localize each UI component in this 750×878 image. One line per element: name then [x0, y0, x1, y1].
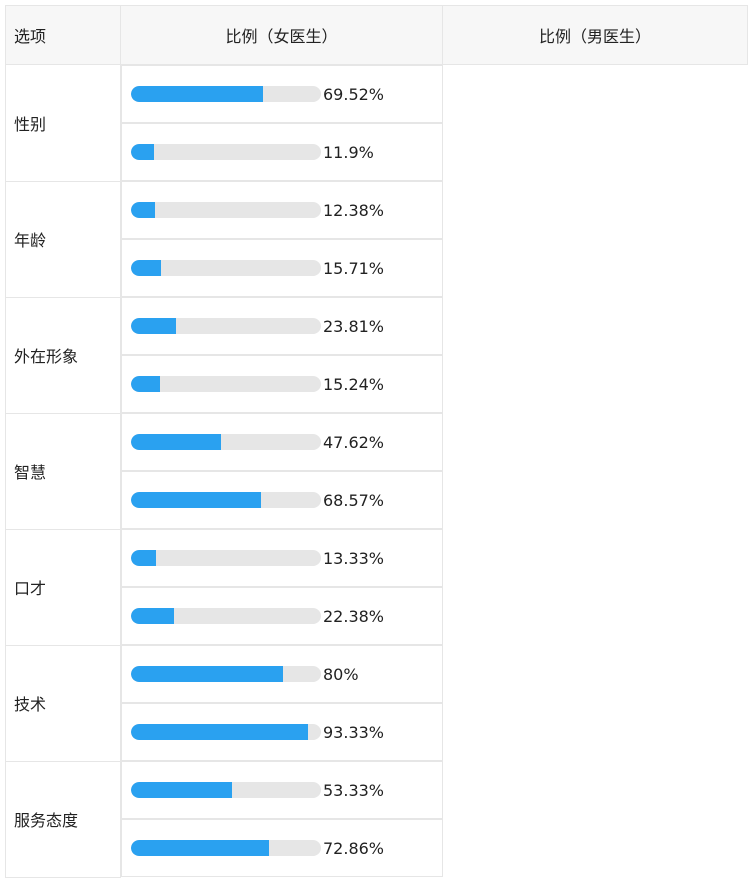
bar-value-label: 93.33% — [323, 722, 385, 742]
header-row: 选项 比例（女医生） 比例（男医生） — [5, 5, 748, 65]
male-cell: 68.57% — [121, 471, 443, 529]
female-cell: 53.33% — [121, 761, 443, 819]
bar-value-label: 72.86% — [323, 838, 385, 858]
header-female: 比例（女医生） — [120, 5, 443, 65]
bar-track — [131, 550, 321, 566]
bar-track — [131, 202, 321, 218]
row-label: 性别 — [5, 64, 121, 182]
male-cell: 15.24% — [121, 355, 443, 413]
female-cell: 69.52% — [121, 65, 443, 123]
bar-value-label: 11.9% — [323, 142, 374, 162]
bar-value-label: 22.38% — [323, 606, 385, 626]
male-cell: 72.86% — [121, 819, 443, 877]
bar-value-label: 47.62% — [323, 432, 385, 452]
row-label: 口才 — [5, 528, 121, 646]
table-body: 性别 69.52% 11.9% 年龄 12.38% 15.71% 外在形象 23.81% 15.… — [5, 64, 748, 878]
bar-track — [131, 434, 321, 450]
bar-track — [131, 724, 321, 740]
row-label: 服务态度 — [5, 760, 121, 878]
bar-fill — [131, 86, 263, 102]
bar-track — [131, 782, 321, 798]
bar-fill — [131, 724, 308, 740]
doctor-preference-table: 选项 比例（女医生） 比例（男医生） 性别 69.52% 11.9% 年龄 12.38%… — [5, 5, 748, 878]
row-label: 智慧 — [5, 412, 121, 530]
bar-value-label: 15.24% — [323, 374, 385, 394]
male-cell: 22.38% — [121, 587, 443, 645]
bar-value-label: 68.57% — [323, 490, 385, 510]
bar-value-label: 13.33% — [323, 548, 385, 568]
row-label: 年龄 — [5, 180, 121, 298]
bar-track — [131, 144, 321, 160]
table-row: 技术 80% 93.33% — [5, 644, 748, 762]
table-row: 服务态度 53.33% 72.86% — [5, 760, 748, 878]
table-row: 口才 13.33% 22.38% — [5, 528, 748, 646]
bar-value-label: 53.33% — [323, 780, 385, 800]
table-row: 性别 69.52% 11.9% — [5, 64, 748, 182]
bar-value-label: 80% — [323, 664, 359, 684]
bar-track — [131, 608, 321, 624]
bar-fill — [131, 550, 156, 566]
bar-track — [131, 666, 321, 682]
bar-value-label: 23.81% — [323, 316, 385, 336]
bar-fill — [131, 666, 283, 682]
bar-track — [131, 260, 321, 276]
female-cell: 80% — [121, 645, 443, 703]
female-cell: 47.62% — [121, 413, 443, 471]
male-cell: 15.71% — [121, 239, 443, 297]
male-cell: 11.9% — [121, 123, 443, 181]
bar-fill — [131, 144, 154, 160]
bar-fill — [131, 434, 221, 450]
bar-value-label: 69.52% — [323, 84, 385, 104]
bar-fill — [131, 608, 174, 624]
row-label: 外在形象 — [5, 296, 121, 414]
table-row: 外在形象 23.81% 15.24% — [5, 296, 748, 414]
bar-value-label: 12.38% — [323, 200, 385, 220]
bar-fill — [131, 492, 261, 508]
female-cell: 12.38% — [121, 181, 443, 239]
bar-fill — [131, 260, 161, 276]
table-row: 智慧 47.62% 68.57% — [5, 412, 748, 530]
bar-fill — [131, 840, 269, 856]
bar-track — [131, 376, 321, 392]
female-cell: 13.33% — [121, 529, 443, 587]
bar-fill — [131, 782, 232, 798]
table-row: 年龄 12.38% 15.71% — [5, 180, 748, 298]
bar-value-label: 15.71% — [323, 258, 385, 278]
female-cell: 23.81% — [121, 297, 443, 355]
header-item: 选项 — [5, 5, 121, 65]
male-cell: 93.33% — [121, 703, 443, 761]
bar-track — [131, 492, 321, 508]
bar-track — [131, 86, 321, 102]
bar-fill — [131, 318, 176, 334]
bar-track — [131, 840, 321, 856]
row-label: 技术 — [5, 644, 121, 762]
bar-fill — [131, 376, 160, 392]
bar-fill — [131, 202, 155, 218]
header-male: 比例（男医生） — [442, 5, 748, 65]
bar-track — [131, 318, 321, 334]
